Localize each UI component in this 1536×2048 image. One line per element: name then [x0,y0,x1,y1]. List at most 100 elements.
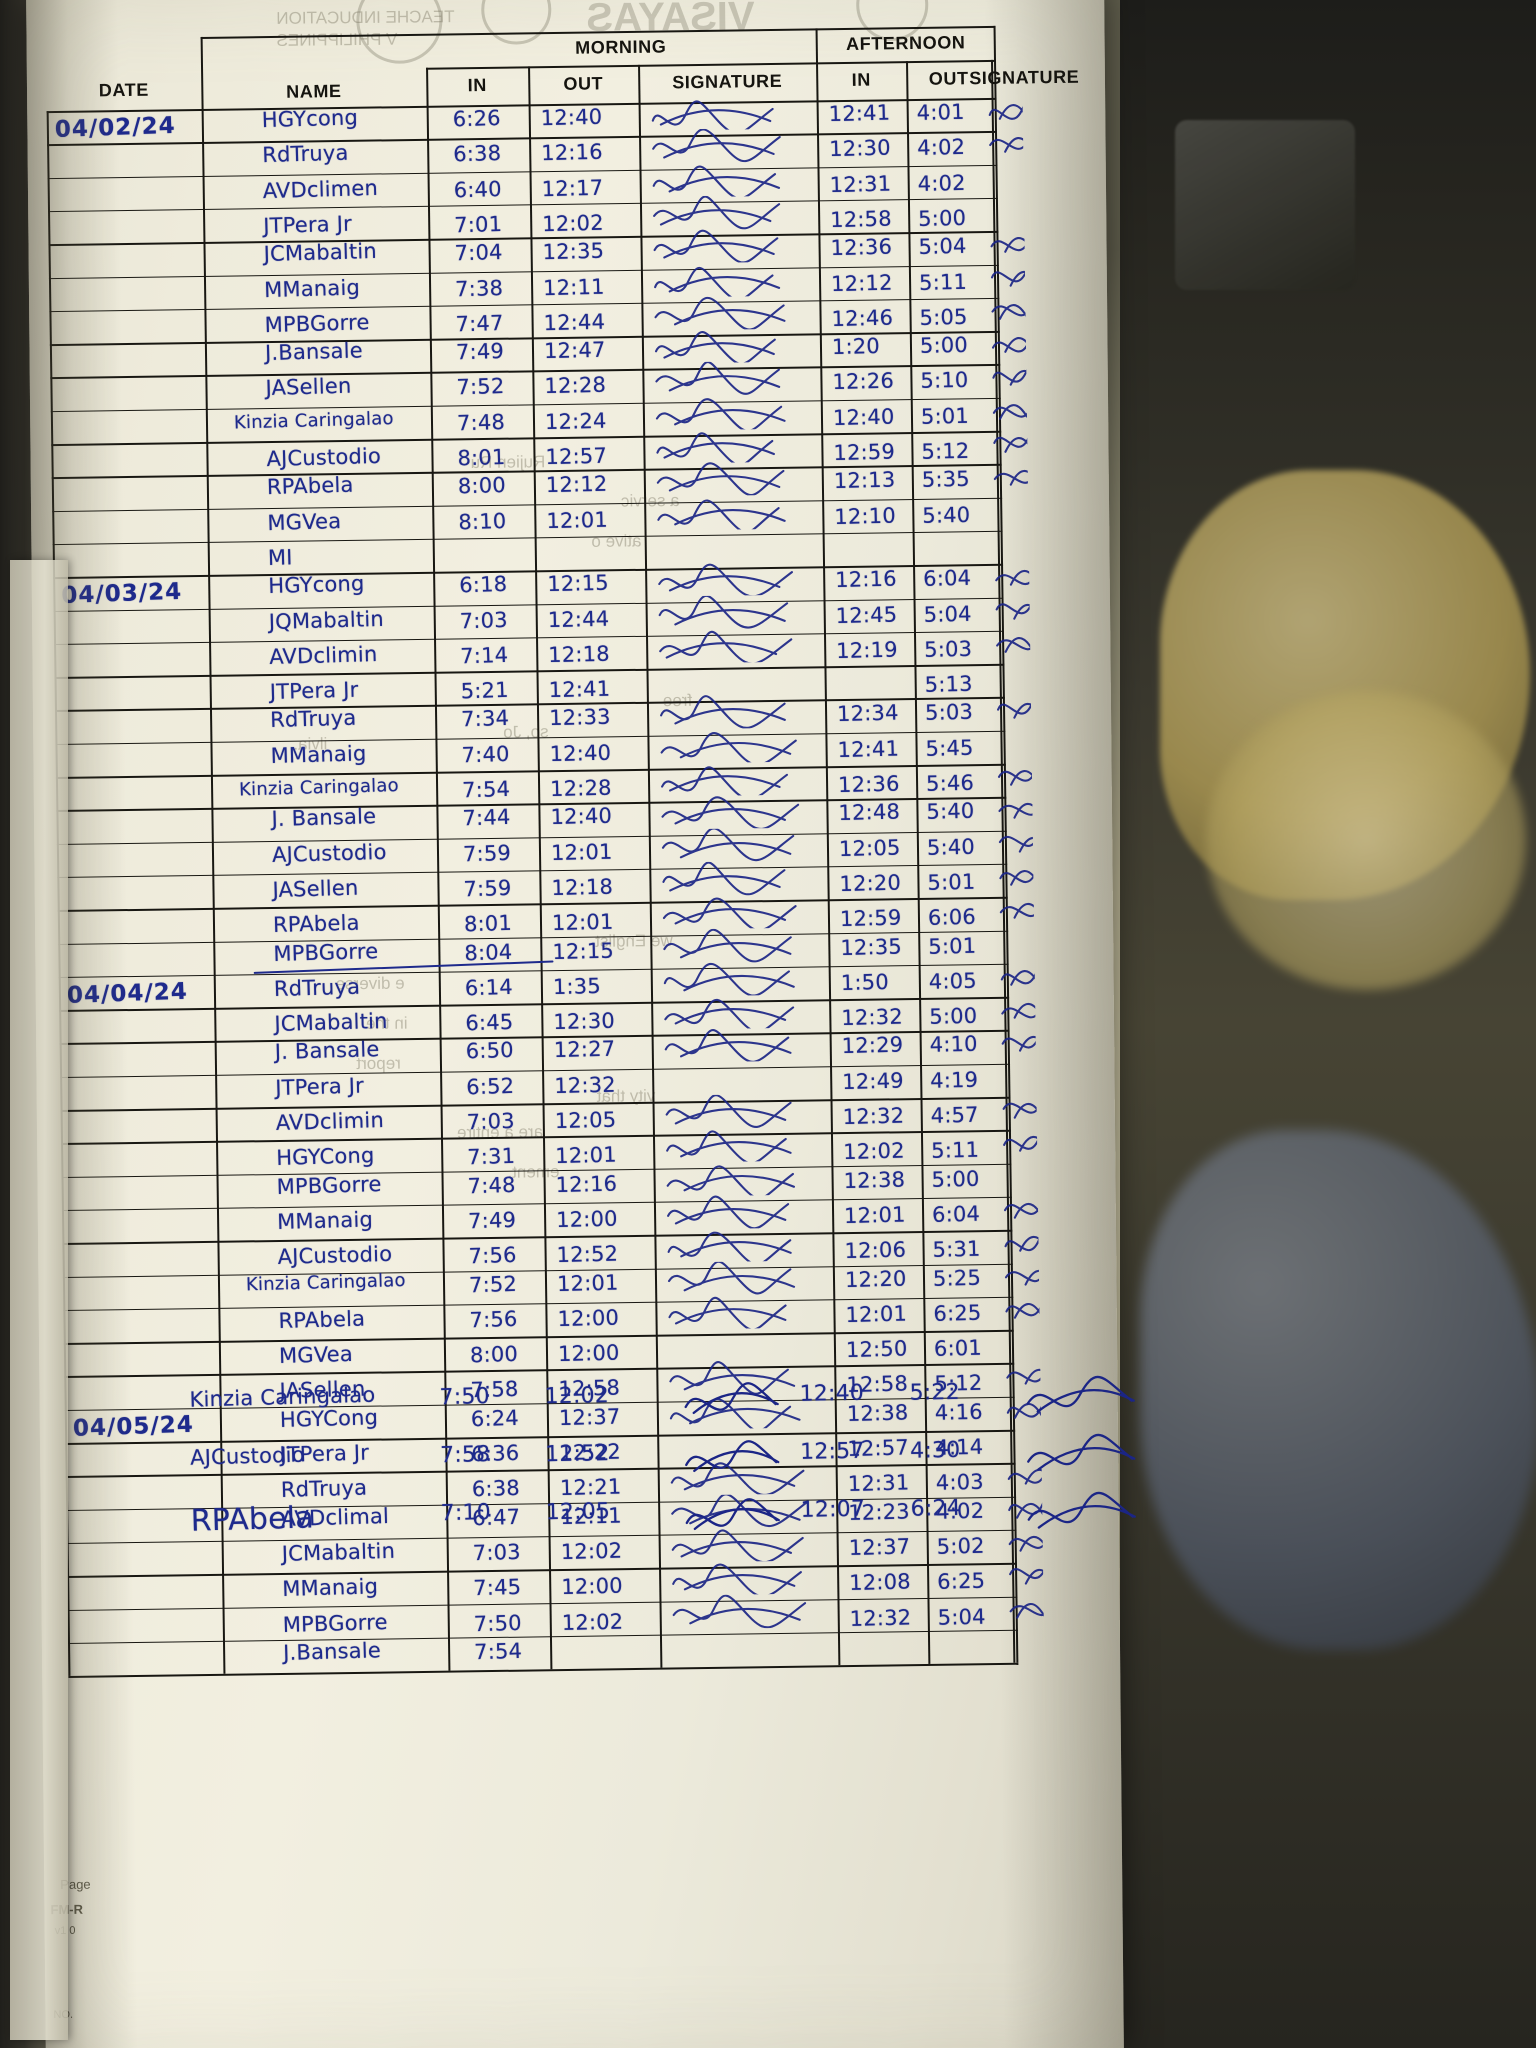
cell-afternoon-signature [998,823,1034,855]
cell-morning-in: 7:54 [473,1638,523,1665]
cell-morning-signature [658,563,793,597]
cell-afternoon-in: 12:19 [835,637,899,663]
cell-morning-in: 7:52 [468,1271,518,1297]
cell-morning-out: 12:01 [556,1270,619,1296]
cell-morning-out: 12:27 [553,1037,616,1063]
cell-afternoon-signature [1001,993,1036,1025]
cell-morning-out: 12:52 [556,1241,619,1268]
cell-morning-out: 12:28 [549,775,612,802]
cell-afternoon-signature [1006,1357,1041,1391]
cell-afternoon-signature [989,124,1024,159]
cell-afternoon-signature [1001,1023,1036,1058]
cell-afternoon-in: 12:20 [844,1265,907,1292]
cell-afternoon-signature [997,756,1033,791]
cell-afternoon-in: 12:30 [828,135,892,162]
cell-afternoon-out: 5:00 [917,205,967,231]
cell-morning-signature [655,361,781,396]
overflow-afternoon-in: 12:40 [799,1380,865,1407]
cell-morning-in: 7:52 [456,374,505,400]
cell-afternoon-signature [990,226,1025,259]
cell-morning-in: 7:34 [460,706,510,732]
overflow-morning-signature [685,1498,780,1531]
cell-morning-signature [659,630,793,664]
notebook-torn-pages [10,560,68,2040]
cell-morning-in: 7:40 [461,741,510,768]
cell-afternoon-out: 5:11 [930,1137,980,1164]
cell-morning-in: 7:01 [453,211,503,238]
cell-morning-out: 12:18 [547,641,611,667]
cell-morning-signature [661,766,789,797]
cell-afternoon-in: 12:36 [830,234,893,261]
cell-morning-signature [660,695,786,730]
cell-afternoon-in: 12:36 [837,771,900,798]
cell-name: RdTruya [269,706,357,733]
cell-morning-in: 7:31 [466,1144,516,1170]
cell-afternoon-in: 12:32 [842,1103,905,1130]
cell-morning-signature [671,1529,804,1563]
cell-afternoon-signature [995,589,1030,623]
cell-morning-out: 12:17 [541,175,604,201]
cell-morning-out: 12:16 [555,1171,618,1197]
cell-name: Kinzia Caringalao [238,775,400,801]
cell-name: RPAbela [266,472,354,500]
cell-morning-signature [658,594,789,629]
cell-afternoon-out: 5:01 [920,403,970,429]
cell-name: AVDclimen [262,175,379,203]
cell-morning-out: 12:15 [546,570,610,597]
cell-afternoon-signature [1000,958,1035,991]
cell-morning-out: 12:40 [549,740,612,766]
cell-morning-out: 12:01 [551,909,614,936]
cell-afternoon-out: 4:01 [916,99,965,125]
cell-afternoon-signature [995,560,1030,592]
cell-afternoon-out: 4:05 [928,968,978,994]
cell-morning-in: 6:50 [465,1038,515,1064]
cell-morning-out: 12:24 [544,408,607,434]
cell-afternoon-in: 12:10 [834,503,897,529]
cell-morning-signature [657,499,786,531]
cell-afternoon-out: 5:12 [921,438,970,464]
column-group-morning: MORNING [575,36,667,58]
cell-afternoon-in: 12:32 [841,1004,904,1031]
cell-name: J. Bansale [271,804,377,832]
cell-morning-out: 12:30 [553,1008,616,1035]
overflow-morning-in: 7:58 [439,1441,491,1469]
cell-morning-signature [668,1296,787,1330]
overflow-morning-signature [684,1382,779,1415]
cell-name: JTPera Jr [274,1073,365,1100]
cell-morning-out: 12:00 [557,1340,620,1367]
cell-morning-in: 7:03 [459,607,509,633]
cell-name: RdTruya [261,140,349,168]
cell-name: MPBGorre [273,938,379,966]
cell-morning-signature [654,296,786,331]
cell-name: J.Bansale [282,1638,382,1665]
cell-afternoon-in: 12:29 [841,1032,904,1059]
cell-name: HGYcong [261,105,359,133]
cell-afternoon-signature [991,327,1027,359]
cell-morning-signature [656,462,785,497]
cell-afternoon-out: 5:25 [932,1265,982,1291]
cell-name: JQMabaltin [268,606,385,634]
cell-morning-out: 12:15 [552,938,615,964]
cell-afternoon-in: 12:45 [835,602,898,628]
cell-afternoon-out: 6:04 [922,565,972,592]
cell-afternoon-in: 12:01 [845,1301,908,1327]
cell-morning-in: 8:01 [463,911,513,937]
attendance-table: MORNING AFTERNOON DATE NAME IN OUT SIGNATURE IN… [46,25,1080,1678]
cell-afternoon-signature [1009,1555,1044,1588]
cell-afternoon-in: 12:41 [828,100,891,127]
cell-morning-signature [660,731,797,764]
cell-name: JASellen [265,374,352,401]
column-header-afternoon-signature: SIGNATURE [969,66,1080,89]
cell-morning-signature [653,229,779,264]
overflow-morning-out: 12:52 [544,1441,610,1468]
cell-morning-in: 6:52 [465,1073,515,1100]
cell-name: MManaig [263,274,361,302]
cell-afternoon-out: 6:25 [933,1300,982,1326]
cell-morning-in: 6:40 [453,176,503,203]
cell-afternoon-out: 5:11 [918,269,968,295]
cell-morning-signature [669,1361,796,1396]
logbook-page-sheet: VISAYAS TEACHE INDUCATION V PHILIPPINES … [26,0,1136,2048]
cell-afternoon-signature [992,357,1027,392]
cell-name: JTPera Jr [269,677,359,705]
